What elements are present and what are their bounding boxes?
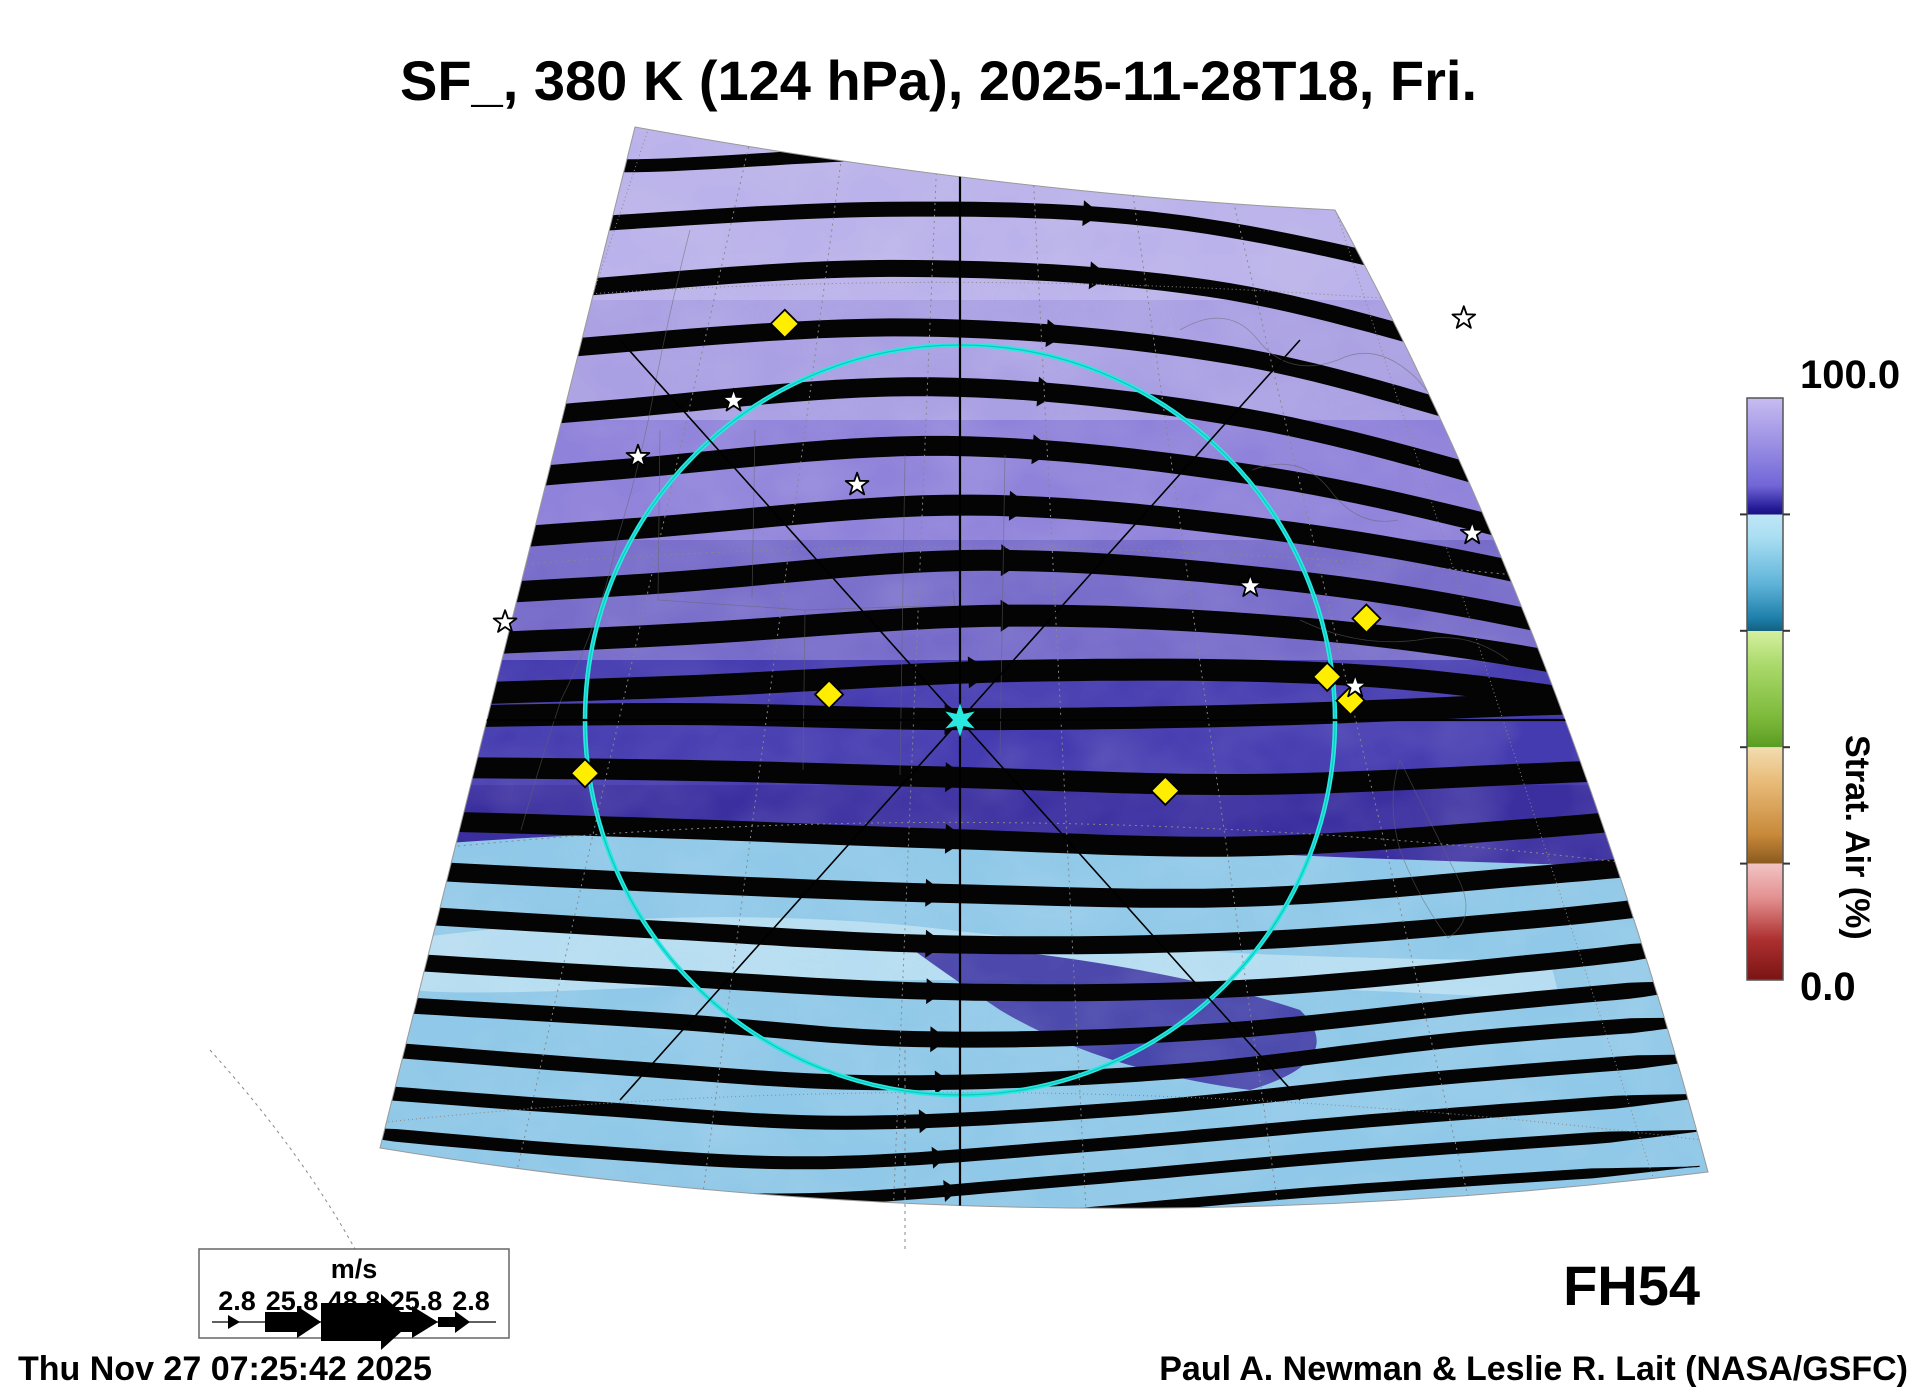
svg-text:SF_, 380 K (124 hPa), 2025-11-: SF_, 380 K (124 hPa), 2025-11-28T18, Fri… [400,49,1477,112]
svg-text:100.0: 100.0 [1800,353,1900,397]
svg-text:2.8: 2.8 [452,1286,490,1316]
svg-text:Thu Nov 27 07:25:42 2025: Thu Nov 27 07:25:42 2025 [18,1350,432,1388]
svg-text:Paul A. Newman & Leslie R. Lai: Paul A. Newman & Leslie R. Lait (NASA/GS… [1159,1350,1908,1388]
svg-text:2.8: 2.8 [218,1286,256,1316]
svg-text:0.0: 0.0 [1800,965,1856,1009]
svg-text:FH54: FH54 [1563,1254,1700,1317]
svg-text:Strat. Air (%): Strat. Air (%) [1838,735,1876,940]
svg-text:25.8: 25.8 [266,1286,319,1316]
svg-text:m/s: m/s [331,1254,378,1284]
